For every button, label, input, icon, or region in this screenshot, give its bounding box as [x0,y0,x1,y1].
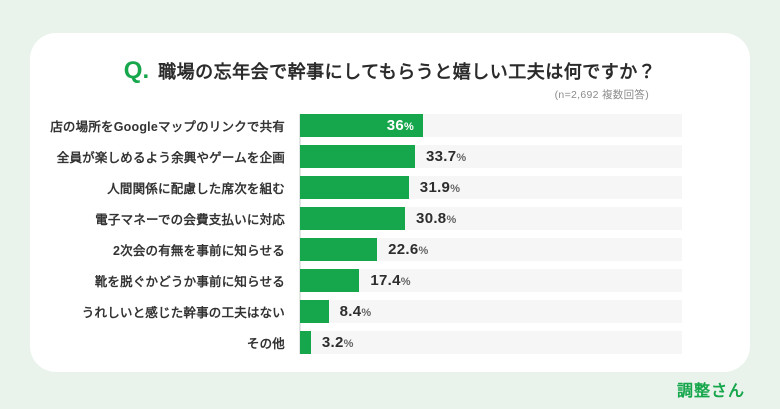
axis-line [299,114,301,354]
bar [300,238,378,261]
bar-value-inside: 36% [387,117,414,135]
bar-value-outside: 30.8% [416,210,456,228]
percent-sign: % [418,244,429,257]
percent-sign: % [404,120,414,133]
bar-label: 人間関係に配慮した席次を組む [107,182,285,196]
chart-row: 電子マネーでの会費支払いに対応 30.8% [30,207,750,230]
bar-track: 36% [300,114,682,137]
bar [300,176,409,199]
bar-chart: 店の場所をGoogleマップのリンクで共有 36% 全員が楽しめるよう余興やゲー… [30,114,750,354]
chart-row: 店の場所をGoogleマップのリンクで共有 36% [30,114,750,137]
bar-track: 31.9% [300,176,682,199]
bar-track: 3.2% [300,331,682,354]
bar-track: 33.7% [300,145,682,168]
percent-sign: % [343,337,354,350]
bar-value-outside: 22.6% [388,241,428,259]
bar-label: 店の場所をGoogleマップのリンクで共有 [50,120,285,134]
percent-sign: % [446,213,457,226]
percent-sign: % [400,275,411,288]
chart-title: 職場の忘年会で幹事にしてもらうと嬉しい工夫は何ですか？ [158,62,657,82]
bar-label: 電子マネーでの会費支払いに対応 [95,213,285,227]
chart-row: 人間関係に配慮した席次を組む 31.9% [30,176,750,199]
page-background: { "header": { "q_mark": "Q.", "title": "… [0,33,780,409]
chart-rows: 店の場所をGoogleマップのリンクで共有 36% 全員が楽しめるよう余興やゲー… [30,114,750,354]
chart-row: その他 3.2% [30,331,750,354]
bar-value-outside: 3.2% [322,334,354,352]
bar-label: 2次会の有無を事前に知らせる [112,244,285,258]
question-mark-badge: Q. [123,57,150,84]
percent-sign: % [450,182,460,195]
percent-sign: % [456,151,467,164]
value-number: 31.9 [419,178,451,196]
value-number: 22.6 [388,240,419,258]
bar-label: 靴を脱ぐかどうか事前に知らせる [94,275,285,289]
bar-label: 全員が楽しめるよう余興やゲームを企画 [56,151,285,165]
bar-value-outside: 8.4% [340,303,372,321]
value-number: 3.2 [321,333,344,351]
bar-label: その他 [246,337,285,351]
bar-value-outside: 31.9% [420,179,460,197]
bar [300,145,415,168]
bar [300,331,311,354]
bar-value-outside: 33.7% [426,148,466,166]
bar [300,300,329,323]
chart-row: うれしいと感じた幹事の工夫はない 8.4% [30,300,750,323]
value-number: 33.7 [425,147,457,165]
bar-track: 30.8% [300,207,682,230]
bar: 36% [300,114,423,137]
value-number: 17.4 [370,271,401,289]
bar [300,207,406,230]
value-number: 30.8 [416,209,447,227]
chart-header: Q. 職場の忘年会で幹事にしてもらうと嬉しい工夫は何ですか？ [30,33,750,84]
infographic-card: Q. 職場の忘年会で幹事にしてもらうと嬉しい工夫は何ですか？ (n=2,692 … [30,33,750,372]
bar [300,269,360,292]
value-number: 8.4 [339,302,362,320]
bar-label: うれしいと感じた幹事の工夫はない [81,306,285,320]
bar-track: 22.6% [300,238,682,261]
bar-value-outside: 17.4% [370,272,410,290]
percent-sign: % [361,306,372,319]
bar-track: 8.4% [300,300,682,323]
chart-row: 靴を脱ぐかどうか事前に知らせる 17.4% [30,269,750,292]
bar-track: 17.4% [300,269,682,292]
chart-row: 2次会の有無を事前に知らせる 22.6% [30,238,750,261]
sample-size-note: (n=2,692 複数回答) [554,89,649,101]
chart-row: 全員が楽しめるよう余興やゲームを企画 33.7% [30,145,750,168]
brand-logo: 調整さん [676,383,745,400]
value-number: 36 [386,116,404,134]
